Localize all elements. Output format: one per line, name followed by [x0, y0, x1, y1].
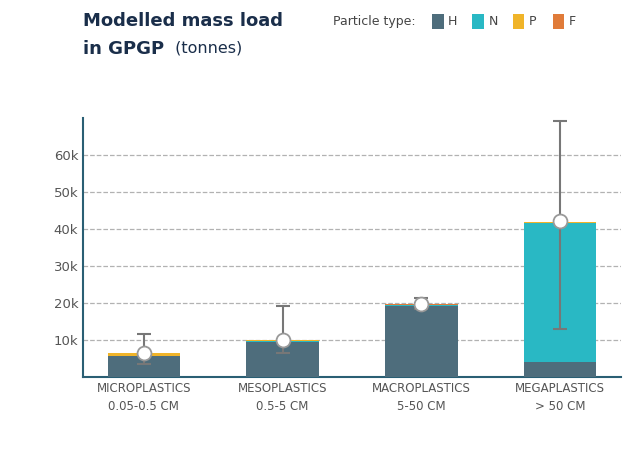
Text: (tonnes): (tonnes): [170, 40, 242, 55]
Bar: [385, 305, 458, 307]
Bar: [524, 362, 596, 377]
Bar: [108, 357, 180, 377]
Bar: [246, 341, 319, 377]
Text: in GPGP: in GPGP: [83, 40, 164, 58]
Bar: [108, 353, 180, 356]
Text: N: N: [488, 15, 498, 28]
Bar: [385, 307, 458, 377]
Text: H: H: [448, 15, 458, 28]
Text: Modelled mass load: Modelled mass load: [83, 12, 283, 30]
Bar: [524, 222, 596, 223]
Bar: [108, 356, 180, 357]
Text: P: P: [529, 15, 536, 28]
Text: F: F: [569, 15, 576, 28]
Bar: [524, 223, 596, 362]
Text: Particle type:: Particle type:: [333, 15, 415, 28]
